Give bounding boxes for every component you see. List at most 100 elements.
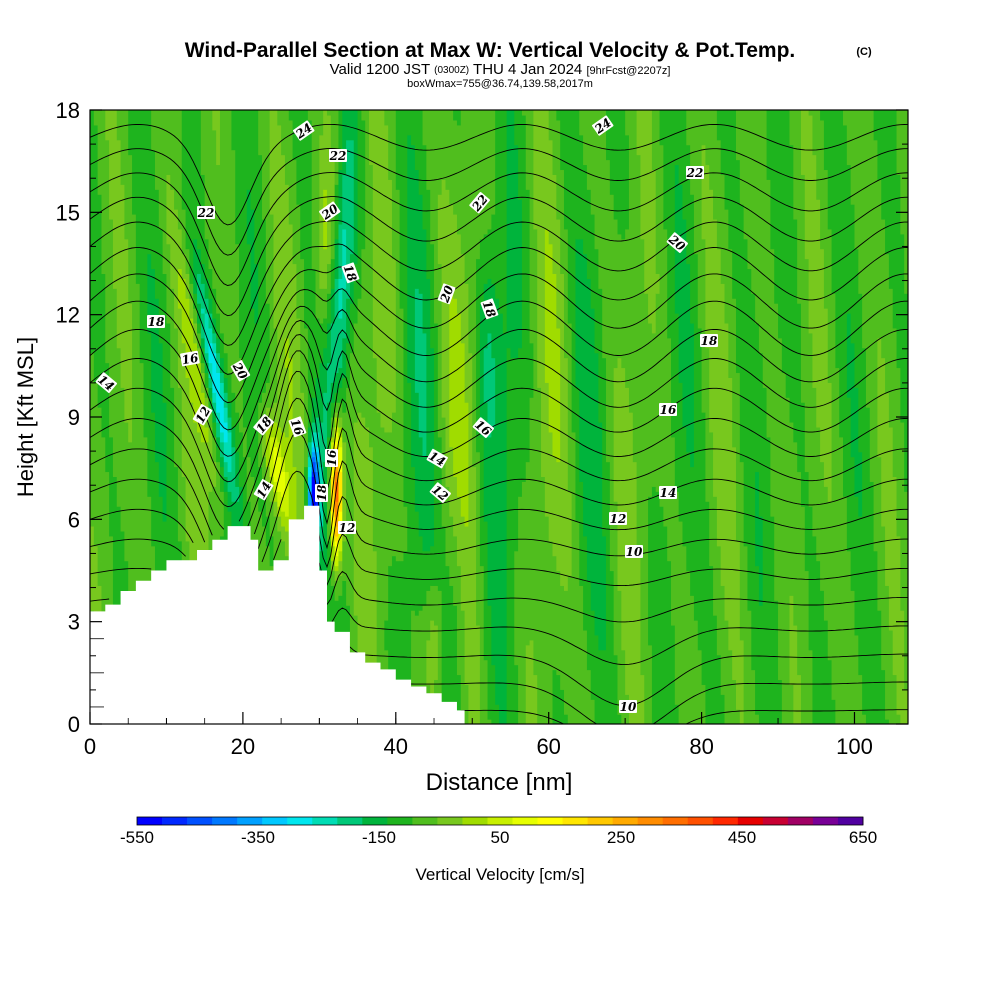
velocity-cell xyxy=(720,585,726,695)
velocity-cell xyxy=(491,664,496,724)
velocity-cell xyxy=(667,560,672,724)
velocity-cell xyxy=(353,322,359,423)
velocity-cell xyxy=(346,387,351,606)
isentrope-line xyxy=(238,350,908,522)
velocity-cell xyxy=(625,110,630,136)
velocity-cell xyxy=(487,605,492,720)
velocity-cell xyxy=(334,525,340,537)
velocity-cell xyxy=(418,610,424,724)
velocity-cell xyxy=(227,110,233,374)
colorbar-swatch xyxy=(387,817,413,825)
velocity-cell xyxy=(460,516,466,611)
velocity-cell xyxy=(636,550,642,724)
velocity-cell xyxy=(330,441,336,453)
velocity-cell xyxy=(472,110,477,468)
velocity-cell xyxy=(151,268,156,413)
velocity-cell xyxy=(265,426,271,468)
velocity-cell xyxy=(311,446,317,453)
velocity-cell xyxy=(770,110,775,250)
velocity-cell xyxy=(208,110,213,270)
velocity-cell xyxy=(422,110,427,146)
velocity-cell xyxy=(369,110,374,166)
velocity-cell xyxy=(632,461,638,724)
contour-label: 18 xyxy=(480,298,499,320)
velocity-cell xyxy=(223,421,229,443)
velocity-cell xyxy=(560,169,565,274)
velocity-cell xyxy=(189,298,194,319)
velocity-cell xyxy=(827,501,833,661)
velocity-cell xyxy=(323,461,328,591)
velocity-cell xyxy=(380,426,385,724)
velocity-cell xyxy=(235,501,240,537)
velocity-cell xyxy=(800,402,806,507)
velocity-cell xyxy=(193,342,198,423)
velocity-cell xyxy=(197,322,202,334)
velocity-cell xyxy=(789,110,794,146)
velocity-cell xyxy=(483,402,489,522)
velocity-cell xyxy=(403,506,408,552)
velocity-cell xyxy=(174,209,179,329)
velocity-cell xyxy=(628,412,634,724)
chart-subtitle-box: boxWmax=755@36.74,139.58,2017m xyxy=(407,78,593,90)
velocity-cell xyxy=(800,506,806,724)
velocity-cell xyxy=(881,110,886,220)
velocity-cell xyxy=(713,496,718,616)
velocity-cell xyxy=(369,446,374,724)
velocity-cell xyxy=(896,714,901,724)
velocity-cell xyxy=(747,268,752,611)
velocity-cell xyxy=(755,322,760,473)
velocity-cell xyxy=(483,233,489,284)
velocity-cell xyxy=(904,293,908,492)
velocity-cell xyxy=(441,525,447,724)
velocity-cell xyxy=(854,110,859,250)
velocity-cell xyxy=(231,149,236,393)
velocity-cell xyxy=(724,322,729,621)
velocity-cell xyxy=(701,238,707,413)
velocity-cell xyxy=(361,119,366,250)
velocity-cell xyxy=(476,110,481,260)
velocity-cell xyxy=(552,174,557,274)
velocity-cell xyxy=(212,317,217,334)
velocity-cell xyxy=(388,179,393,433)
y-tick-label: 12 xyxy=(56,303,80,328)
velocity-cell xyxy=(766,179,771,438)
velocity-cell xyxy=(862,347,867,715)
velocity-cell xyxy=(434,110,439,324)
velocity-cell xyxy=(166,322,171,695)
velocity-cell xyxy=(663,228,668,527)
velocity-cell xyxy=(349,110,355,141)
velocity-cell xyxy=(124,421,129,562)
colorbar-swatch xyxy=(137,817,163,825)
velocity-cell xyxy=(250,308,255,478)
velocity-cell xyxy=(778,110,783,339)
velocity-cell xyxy=(904,689,908,724)
velocity-cell xyxy=(843,124,848,497)
velocity-cell xyxy=(315,377,320,418)
isentrope-line xyxy=(326,570,908,623)
velocity-cell xyxy=(300,110,305,260)
velocity-cell xyxy=(284,471,290,517)
velocity-cell xyxy=(212,402,217,413)
colorbar-swatch xyxy=(737,817,764,825)
velocity-cell xyxy=(449,585,454,724)
velocity-cell xyxy=(514,357,519,552)
velocity-cell xyxy=(273,436,278,448)
velocity-cell xyxy=(250,209,255,309)
velocity-cell xyxy=(617,233,622,359)
velocity-cell xyxy=(418,194,424,294)
velocity-cell xyxy=(143,110,148,438)
velocity-cell xyxy=(334,481,340,502)
velocity-cell xyxy=(579,238,584,482)
colorbar-swatch xyxy=(287,817,313,825)
velocity-cell xyxy=(506,347,512,724)
velocity-cell xyxy=(579,134,584,240)
velocity-cell xyxy=(789,684,794,724)
velocity-cell xyxy=(319,525,324,552)
y-tick-label: 6 xyxy=(68,507,80,532)
velocity-cell xyxy=(854,248,859,388)
velocity-cell xyxy=(621,238,626,369)
velocity-cell xyxy=(586,669,592,724)
velocity-cell xyxy=(514,664,519,724)
velocity-cell xyxy=(273,446,278,482)
velocity-cell xyxy=(877,610,882,724)
